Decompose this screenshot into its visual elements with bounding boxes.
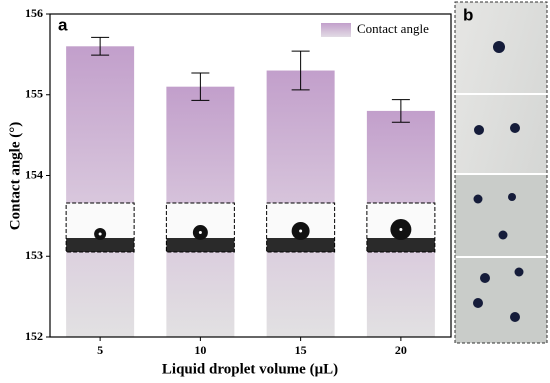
panel-label: b: [463, 5, 473, 24]
plot-area: [65, 36, 436, 338]
inset-border: [65, 202, 135, 253]
inset-highlight: [299, 229, 303, 233]
y-axis-title: Contact angle (°): [7, 122, 23, 230]
y-tick-label: 154: [25, 167, 43, 181]
x-tick-label: 15: [295, 343, 307, 357]
x-tick-label: 20: [395, 343, 407, 357]
y-tick-label: 155: [25, 87, 43, 101]
y-tick-label: 156: [25, 6, 43, 20]
inset-highlight: [399, 228, 403, 231]
inset-border: [165, 202, 235, 253]
inset-substrate: [266, 238, 335, 252]
inset-substrate: [66, 238, 135, 252]
inset-substrate: [166, 238, 235, 252]
inset-border: [366, 202, 436, 253]
photo-panel: [455, 175, 547, 343]
inset-substrate: [366, 238, 435, 252]
y-tick-label: 152: [25, 329, 43, 343]
legend-swatch: [321, 23, 351, 37]
inset-highlight: [198, 231, 202, 234]
inset-border: [266, 202, 336, 253]
bar: [66, 46, 135, 338]
droplets: [473, 41, 524, 322]
inset-highlight: [98, 232, 102, 236]
x-axis-title: Liquid droplet volume (μL): [162, 361, 338, 377]
x-tick-label: 5: [97, 343, 103, 357]
x-tick-label: 10: [194, 343, 206, 357]
panel-label: a: [58, 15, 68, 34]
panel-b: b: [454, 1, 548, 344]
legend-label: Contact angle: [357, 21, 429, 36]
y-tick-label: 153: [25, 248, 43, 262]
panel-border: [454, 1, 548, 344]
